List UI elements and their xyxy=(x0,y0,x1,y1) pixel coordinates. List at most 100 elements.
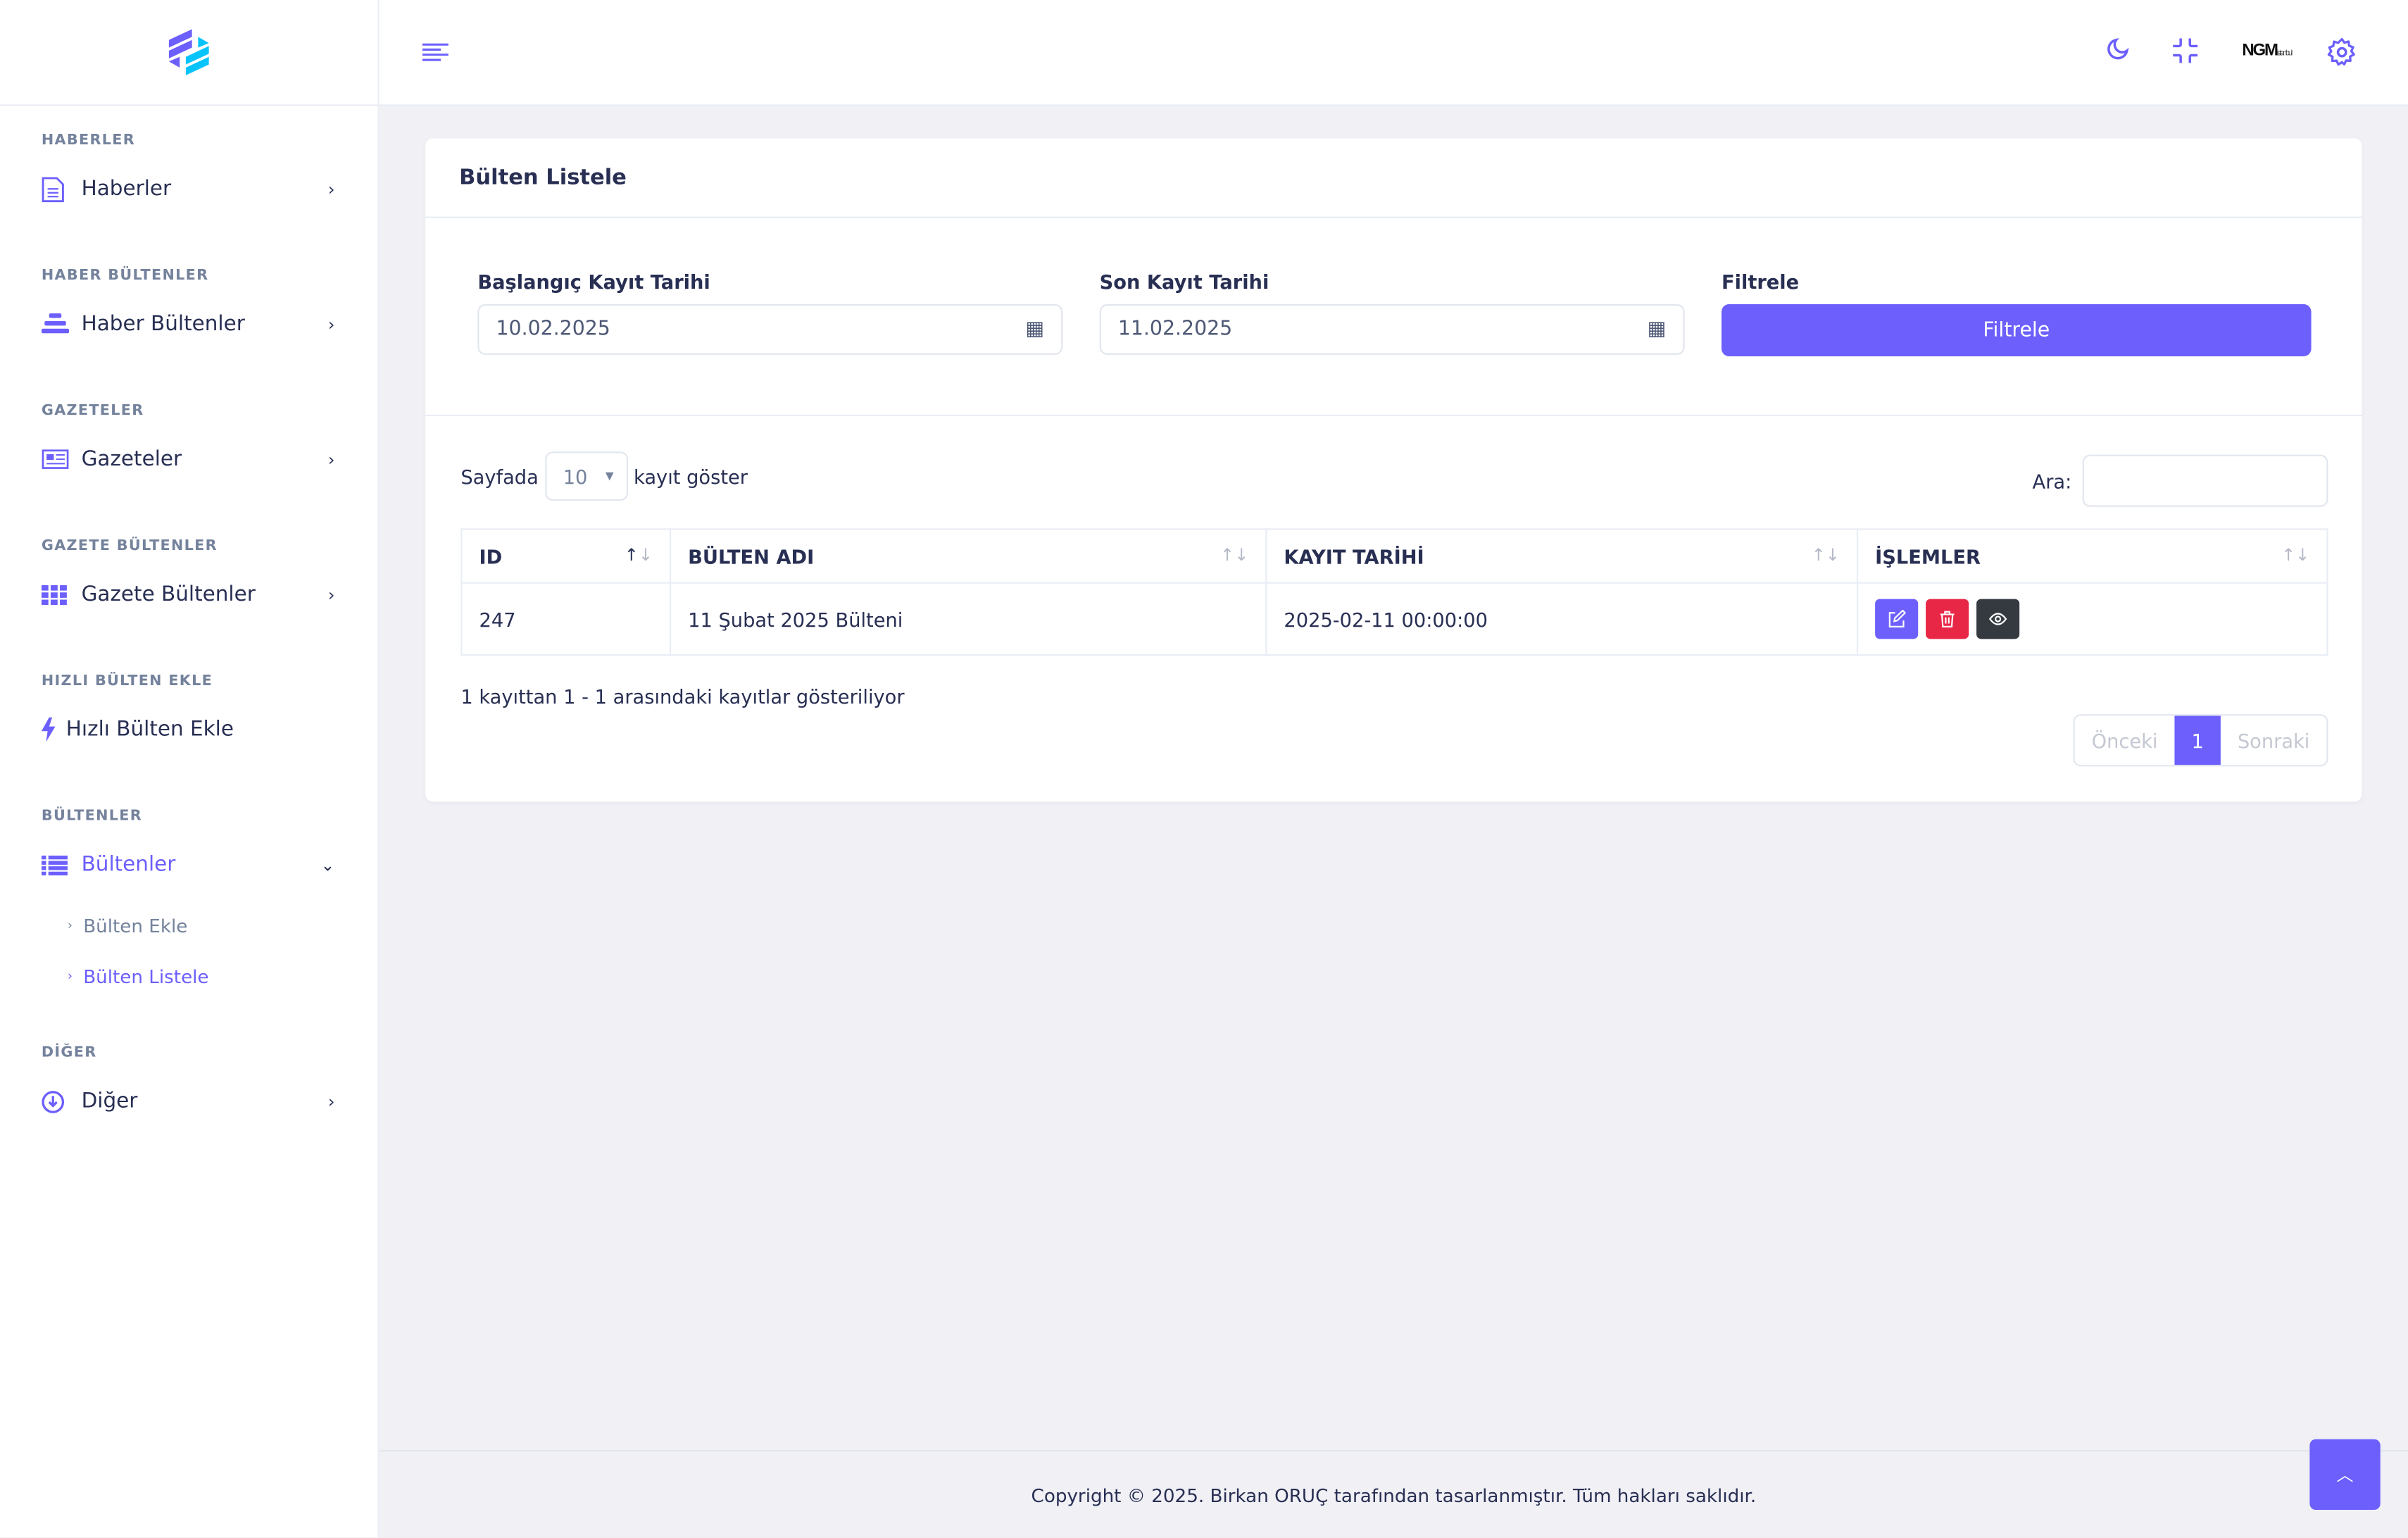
page-1-button[interactable]: 1 xyxy=(2174,715,2221,765)
cell-name: 11 Şubat 2025 Bülteni xyxy=(669,582,1267,656)
sidebar-item-gazete-bultenler[interactable]: Gazete Bültenler › xyxy=(0,559,378,630)
length-suffix: kayıt göster xyxy=(634,464,748,488)
filter-button[interactable]: Filtrele xyxy=(1722,304,2312,357)
column-label: ID xyxy=(479,544,503,568)
edit-icon xyxy=(1888,609,1906,627)
column-header-date[interactable]: KAYIT TARİHİ ↑↓ xyxy=(1265,528,1859,584)
moon-icon[interactable] xyxy=(2102,37,2130,70)
sidebar-item-haber-bultenler[interactable]: Haber Bültenler › xyxy=(0,289,378,359)
sidebar-item-gazeteler[interactable]: Gazeteler › xyxy=(0,424,378,494)
sort-asc-icon: ↑↓ xyxy=(624,544,653,565)
section-title: HABER BÜLTENLER xyxy=(41,267,209,285)
length-prefix: Sayfada xyxy=(460,464,539,488)
column-header-actions[interactable]: İŞLEMLER ↑↓ xyxy=(1856,528,2328,584)
section-title: GAZETELER xyxy=(41,402,144,420)
section-title: HABERLER xyxy=(41,132,135,149)
sidebar-item-diger[interactable]: Diğer › xyxy=(0,1066,378,1137)
chevron-right-icon: › xyxy=(327,449,335,470)
column-label: KAYIT TARİHİ xyxy=(1284,544,1424,568)
subitem-label: Bülten Ekle xyxy=(83,914,188,937)
column-header-id[interactable]: ID ↑↓ xyxy=(460,528,672,584)
chevron-right-icon: › xyxy=(327,179,335,199)
sidebar-item-label: Bültenler xyxy=(81,852,176,877)
view-button[interactable] xyxy=(1976,599,2020,639)
trash-icon xyxy=(1940,611,1955,627)
start-date-value: 10.02.2025 xyxy=(496,318,610,342)
cell-id: 247 xyxy=(460,582,672,656)
divider xyxy=(425,414,2362,417)
file-text-icon xyxy=(42,175,69,203)
filter-label: Filtrele xyxy=(1722,270,1800,294)
scroll-to-top-button[interactable]: ︿ xyxy=(2309,1439,2381,1511)
end-date-label: Son Kayıt Tarihi xyxy=(1099,270,1269,294)
sort-icon: ↑↓ xyxy=(2281,544,2310,565)
page-length-value: 10 xyxy=(563,464,588,488)
sidebar-item-haberler[interactable]: Haberler › xyxy=(0,154,378,224)
newspaper-icon xyxy=(42,446,69,473)
bolt-icon xyxy=(41,715,57,743)
cell-date: 2025-02-11 00:00:00 xyxy=(1265,582,1859,656)
chevron-right-icon: › xyxy=(67,918,73,932)
column-label: İŞLEMLER xyxy=(1875,544,1981,568)
sidebar-subitem-bulten-ekle[interactable]: › Bülten Ekle xyxy=(0,900,378,951)
bulten-table: ID ↑↓ BÜLTEN ADI ↑↓ KAYIT TARİHİ ↑↓ İŞLEMLE… xyxy=(460,528,2328,656)
chevron-up-icon: ︿ xyxy=(2336,1465,2354,1486)
pagination: Önceki 1 Sonraki xyxy=(2073,714,2328,767)
minimize-icon[interactable] xyxy=(2171,37,2199,70)
start-date-input[interactable]: 10.02.2025 ▦ xyxy=(477,304,1063,355)
logo-subtext: istanbul xyxy=(2276,49,2293,58)
gear-icon[interactable] xyxy=(2326,37,2357,73)
logo[interactable] xyxy=(0,0,378,106)
sidebar-item-label: Haberler xyxy=(81,176,172,201)
card-title: Bülten Listele xyxy=(425,138,2362,218)
table-info: 1 kayıttan 1 - 1 arasındaki kayıtlar gös… xyxy=(460,684,905,708)
section-title: BÜLTENLER xyxy=(41,808,143,825)
sidebar-item-bultenler[interactable]: Bültenler ⌄ xyxy=(0,830,378,900)
chevron-right-icon: › xyxy=(67,969,73,983)
delete-button[interactable] xyxy=(1926,599,1969,639)
end-date-input[interactable]: 11.02.2025 ▦ xyxy=(1099,304,1685,355)
prev-page-button[interactable]: Önceki xyxy=(2091,728,2158,752)
column-label: BÜLTEN ADI xyxy=(688,544,815,568)
search-label: Ara: xyxy=(2032,469,2072,493)
sidebar-item-label: Gazete Bültenler xyxy=(81,582,256,607)
sidebar-item-hizli-bulten-ekle[interactable]: Hızlı Bülten Ekle xyxy=(0,694,378,765)
brand-logo-icon xyxy=(168,29,209,75)
page-length-select[interactable]: 10 ▼ xyxy=(544,451,628,501)
section-title: GAZETE BÜLTENLER xyxy=(41,537,218,555)
menu-icon[interactable] xyxy=(422,43,449,68)
chevron-down-icon: ⌄ xyxy=(320,854,335,875)
sidebar-item-label: Diğer xyxy=(81,1089,138,1114)
sidebar-item-label: Gazeteler xyxy=(81,446,182,472)
logo-text: NGM xyxy=(2242,41,2278,61)
ngm-logo[interactable]: NGMistanbul xyxy=(2242,41,2293,61)
grid-icon xyxy=(41,580,69,608)
footer: Copyright © 2025. Birkan ORUÇ tarafından… xyxy=(379,1449,2408,1538)
sidebar-item-label: Haber Bültenler xyxy=(81,311,245,337)
caret-down-icon: ▼ xyxy=(605,470,614,482)
column-header-name[interactable]: BÜLTEN ADI ↑↓ xyxy=(669,528,1267,584)
sidebar-item-label: Hızlı Bülten Ekle xyxy=(65,717,234,742)
subitem-label: Bülten Listele xyxy=(83,965,209,987)
sort-icon: ↑↓ xyxy=(1220,544,1249,565)
edit-button[interactable] xyxy=(1875,599,1919,639)
download-circle-icon xyxy=(42,1087,69,1115)
bulten-list-card: Bülten Listele Başlangıç Kayıt Tarihi 10… xyxy=(425,138,2362,802)
eye-icon xyxy=(1988,613,2007,625)
chevron-right-icon: › xyxy=(327,314,335,335)
align-center-icon xyxy=(41,311,70,338)
sort-icon: ↑↓ xyxy=(1811,544,1840,565)
list-icon xyxy=(41,851,69,878)
search-input[interactable] xyxy=(2082,454,2328,507)
top-header: NGMistanbul xyxy=(379,0,2408,106)
sidebar: HABERLER Haberler › HABER BÜLTENLER Habe… xyxy=(0,0,380,1538)
section-title: HIZLI BÜLTEN EKLE xyxy=(41,673,213,690)
chevron-right-icon: › xyxy=(327,1091,335,1112)
start-date-label: Başlangıç Kayıt Tarihi xyxy=(477,270,710,294)
next-page-button[interactable]: Sonraki xyxy=(2237,728,2310,752)
table-row: 247 11 Şubat 2025 Bülteni 2025-02-11 00:… xyxy=(460,582,2328,656)
end-date-value: 11.02.2025 xyxy=(1117,318,1233,342)
sidebar-subitem-bulten-listele[interactable]: › Bülten Listele xyxy=(0,951,378,1001)
calendar-icon[interactable]: ▦ xyxy=(1025,318,1045,342)
calendar-icon[interactable]: ▦ xyxy=(1647,318,1667,342)
